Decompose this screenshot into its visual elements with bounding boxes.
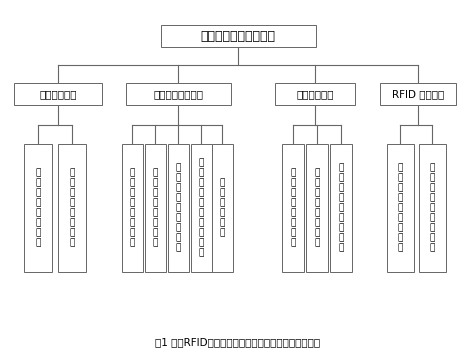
Text: 汽车总装制造执行系统: 汽车总装制造执行系统	[200, 30, 276, 42]
FancyBboxPatch shape	[387, 144, 414, 272]
Text: 车间人员管理: 车间人员管理	[39, 89, 77, 99]
FancyBboxPatch shape	[306, 144, 328, 272]
FancyBboxPatch shape	[24, 144, 52, 272]
FancyBboxPatch shape	[418, 144, 446, 272]
FancyBboxPatch shape	[211, 144, 232, 272]
FancyBboxPatch shape	[380, 83, 456, 105]
Text: 车
辆
装
配
指
导: 车 辆 装 配 指 导	[219, 178, 225, 237]
Text: 工
位
零
部
件
收
货
和
催
促: 工 位 零 部 件 收 货 和 催 促	[198, 158, 204, 258]
Text: 车
间
生
产
计
划
管
理: 车 间 生 产 计 划 管 理	[129, 168, 135, 248]
Text: 人
员
基
本
信
息
管
理: 人 员 基 本 信 息 管 理	[35, 168, 40, 248]
FancyBboxPatch shape	[14, 83, 102, 105]
Text: 生产线可视化: 生产线可视化	[296, 89, 334, 99]
FancyBboxPatch shape	[282, 144, 304, 272]
Text: 整
车
生
产
过
程
监
控: 整 车 生 产 过 程 监 控	[152, 168, 158, 248]
Text: 车
辆
生
产
状
态
追
踪: 车 辆 生 产 状 态 追 踪	[314, 168, 320, 248]
FancyBboxPatch shape	[168, 144, 188, 272]
FancyBboxPatch shape	[160, 25, 316, 47]
Text: RFID 标签管理: RFID 标签管理	[392, 89, 444, 99]
Text: 生
产
节
拍
和
周
期
查
看: 生 产 节 拍 和 周 期 查 看	[338, 163, 344, 253]
FancyBboxPatch shape	[275, 83, 355, 105]
FancyBboxPatch shape	[190, 144, 211, 272]
FancyBboxPatch shape	[126, 83, 230, 105]
FancyBboxPatch shape	[58, 144, 86, 272]
Text: 图1 基于RFID技术的汽车总装制造执行系统功能模块图: 图1 基于RFID技术的汽车总装制造执行系统功能模块图	[156, 337, 320, 347]
Text: 总装车间生产管理: 总装车间生产管理	[153, 89, 203, 99]
FancyBboxPatch shape	[145, 144, 166, 272]
Text: 在
线
车
辆
队
列
查
看: 在 线 车 辆 队 列 查 看	[290, 168, 296, 248]
Text: 标
签
发
放
和
回
收
管
理: 标 签 发 放 和 回 收 管 理	[397, 163, 403, 253]
Text: 生
产
过
程
零
部
件
数
采: 生 产 过 程 零 部 件 数 采	[175, 163, 181, 253]
FancyBboxPatch shape	[330, 144, 352, 272]
FancyBboxPatch shape	[121, 144, 142, 272]
Text: 标
签
信
息
查
询
和
盘
点: 标 签 信 息 查 询 和 盘 点	[429, 163, 435, 253]
Text: 人
员
工
作
配
置
管
理: 人 员 工 作 配 置 管 理	[69, 168, 75, 248]
